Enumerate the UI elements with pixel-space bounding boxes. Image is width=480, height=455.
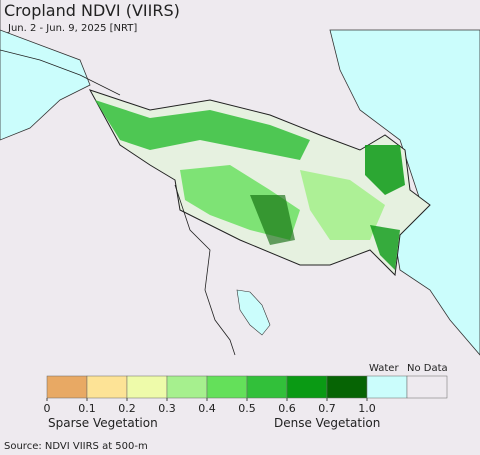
subtitle: Jun. 2 - Jun. 9, 2025 [NRT] — [7, 23, 137, 34]
vegetation — [95, 100, 405, 270]
tick-label: 0 — [44, 402, 51, 415]
tick-label: 0.3 — [158, 402, 176, 415]
legend-swatch — [246, 375, 288, 399]
legend-swatch — [86, 375, 128, 399]
tick-label: 0.5 — [238, 402, 256, 415]
legend-swatch — [166, 375, 208, 399]
water-swatch — [366, 375, 408, 399]
vegetation-patch — [95, 100, 310, 160]
lake-urmia — [236, 289, 271, 336]
tick-label: 0.4 — [198, 402, 216, 415]
dense-label: Dense Vegetation — [274, 416, 380, 430]
black-sea — [0, 0, 91, 141]
tick-label: 0.1 — [78, 402, 96, 415]
legend-swatch — [286, 375, 328, 399]
legend-swatch — [326, 375, 368, 399]
vegetation-patch — [250, 195, 295, 245]
legend-swatch — [126, 375, 168, 399]
vegetation-patch — [300, 170, 385, 240]
source: Source: NDVI VIIRS at 500-m — [4, 441, 148, 452]
vegetation-patch — [365, 145, 405, 195]
vegetation-patch — [370, 225, 400, 270]
water-label: Water — [369, 363, 399, 374]
nodata-swatch — [406, 375, 448, 399]
border-line — [0, 49, 236, 356]
sparse-label: Sparse Vegetation — [48, 416, 158, 430]
legend-swatch — [46, 375, 88, 399]
tick-label: 0.2 — [118, 402, 136, 415]
tick-label: 0.6 — [278, 402, 296, 415]
tick-label: 1.0 — [358, 402, 376, 415]
legend: Water No Data 0 0.1 0.2 0.3 0.4 0.5 0.6 0.7 1.0 — [44, 363, 448, 415]
legend-swatch — [206, 375, 248, 399]
title: Cropland NDVI (VIIRS) — [4, 1, 180, 20]
tick-label: 0.7 — [318, 402, 336, 415]
nodata-label: No Data — [407, 363, 448, 374]
